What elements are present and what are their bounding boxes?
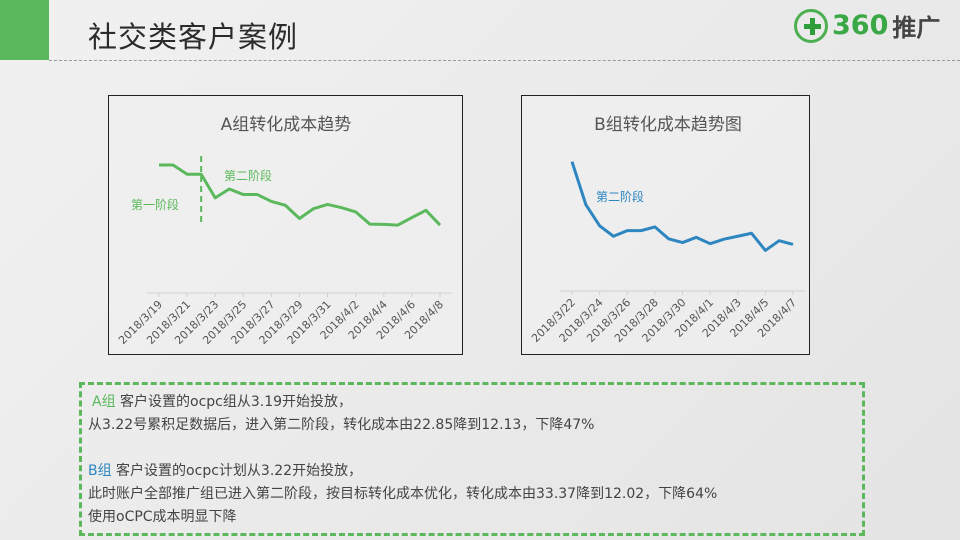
summary-b-line2: 此时账户全部推广组已进入第二阶段，按目标转化成本优化，转化成本由33.37降到1… xyxy=(88,486,718,502)
chart-title: A组转化成本趋势 xyxy=(221,115,352,135)
header-accent-bar xyxy=(0,0,49,60)
group-a-label: A组 xyxy=(92,394,116,410)
summary-b-line1: B组 客户设置的ocpc计划从3.22开始投放， xyxy=(88,460,362,483)
summary-a-line1: A组 客户设置的ocpc组从3.19开始投放， xyxy=(92,391,352,414)
header-divider xyxy=(49,60,960,61)
chart-a: A组转化成本趋势 2018/3/19 2018/3/21 2018/3/23 2018/… xyxy=(108,95,463,355)
logo-number: 360 xyxy=(832,10,889,41)
series-line xyxy=(570,161,794,252)
phase-2-label: 第二阶段 xyxy=(224,168,272,183)
summary-conclusion: 使用oCPC成本明显下降 xyxy=(88,509,237,525)
summary-box: A组 客户设置的ocpc组从3.19开始投放， 从3.22号累积足数据后，进入第… xyxy=(79,382,865,536)
chart-b: B组转化成本趋势图 2018/3/22 2018/3/24 2018/3/26 2018… xyxy=(521,95,810,355)
chart-title: B组转化成本趋势图 xyxy=(594,115,742,135)
text: 客户设置的ocpc组从3.19开始投放， xyxy=(115,394,353,410)
phase-1-label: 第一阶段 xyxy=(131,197,179,212)
text: 客户设置的ocpc计划从3.22开始投放， xyxy=(111,463,363,479)
group-b-label: B组 xyxy=(88,463,112,479)
logo-360: 360 推广 xyxy=(794,8,940,43)
page-title: 社交类客户案例 xyxy=(88,20,299,54)
summary-a-line2: 从3.22号累积足数据后，进入第二阶段，转化成本由22.85降到12.13，下降… xyxy=(88,417,595,433)
plus-circle-icon xyxy=(794,8,828,43)
phase-2-label: 第二阶段 xyxy=(596,189,644,204)
logo-text: 推广 xyxy=(892,14,941,42)
